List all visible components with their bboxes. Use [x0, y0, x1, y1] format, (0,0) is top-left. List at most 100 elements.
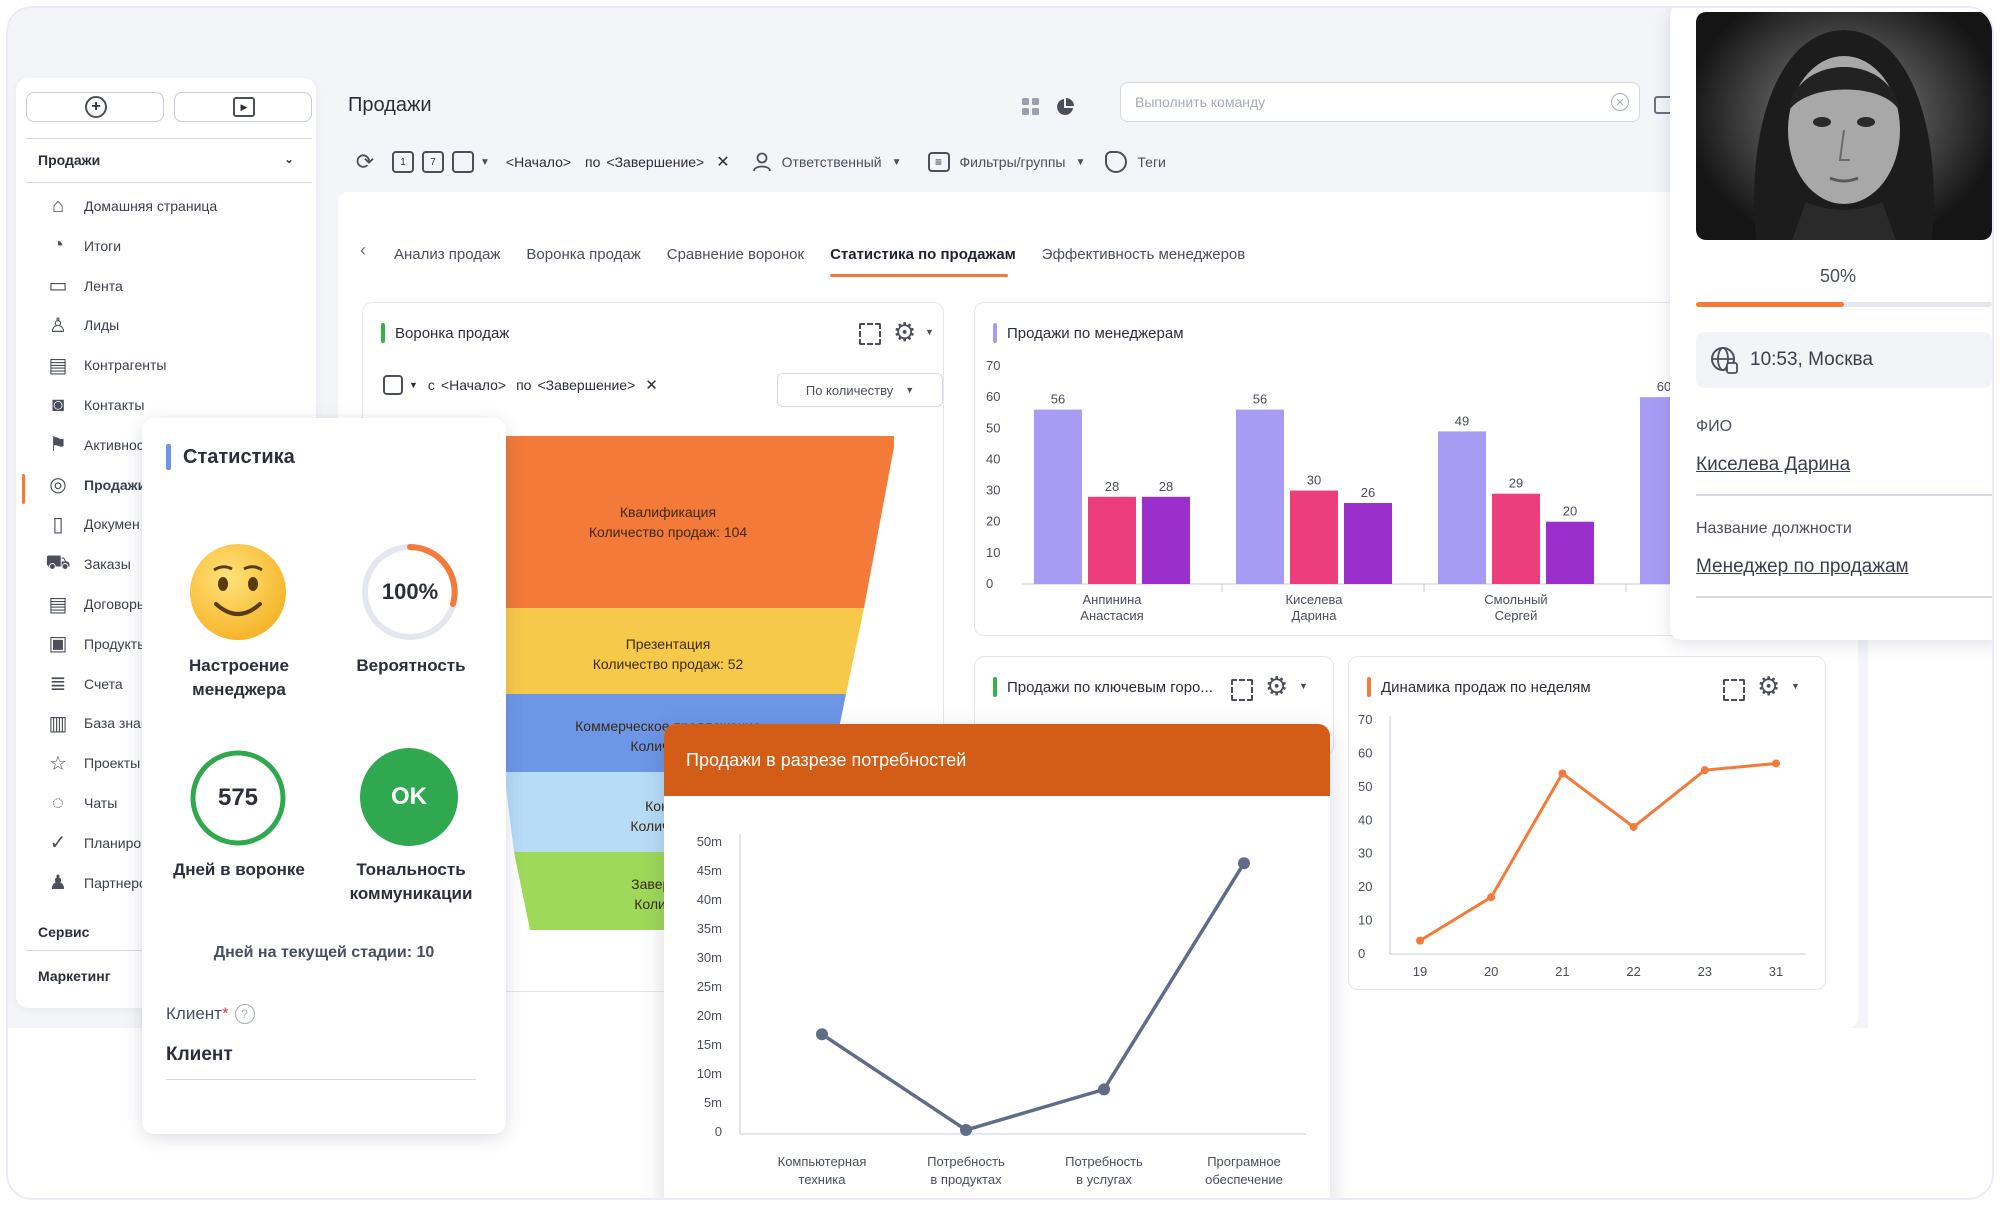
- tab-funnel-compare[interactable]: Сравнение воронок: [666, 246, 805, 263]
- sidebar-group-service[interactable]: Сервис: [38, 924, 90, 940]
- responsible-filter[interactable]: Ответственный: [781, 154, 882, 170]
- tab-sales-funnel[interactable]: Воронка продаж: [526, 246, 641, 263]
- sidebar-item-17[interactable]: ♟ Партнерс: [46, 867, 146, 899]
- sidebar-item-5[interactable]: ◙ Контакты: [46, 389, 145, 421]
- tags-button[interactable]: Теги: [1137, 154, 1166, 170]
- chats-icon: ◌: [52, 791, 64, 814]
- bar: [1034, 409, 1082, 584]
- calendar-dropdown-icon[interactable]: ▼: [409, 380, 418, 390]
- tab-sales-analysis[interactable]: Анализ продаж: [394, 246, 501, 263]
- y-tick-label: 20m: [697, 1008, 722, 1023]
- sidebar-item-1[interactable]: ◔ Итоги: [46, 230, 121, 262]
- help-icon[interactable]: ?: [234, 1004, 255, 1024]
- bar-value-label: 26: [1361, 485, 1375, 500]
- calendar-week-icon[interactable]: 7: [422, 151, 444, 173]
- y-tick-label: 40: [986, 451, 1000, 466]
- client-field[interactable]: Клиент: [166, 1044, 476, 1080]
- clear-filter-icon[interactable]: ✕: [645, 377, 658, 394]
- y-tick-label: 45m: [697, 863, 722, 878]
- sidebar-item-8[interactable]: ▯ Докумен: [46, 508, 140, 540]
- command-input[interactable]: Выполнить команду ✕: [1120, 82, 1640, 122]
- sidebar-item-11[interactable]: ▣ Продукть: [46, 628, 145, 660]
- sidebar-item-label: Партнерс: [84, 874, 147, 891]
- expand-icon[interactable]: [1231, 679, 1253, 701]
- sidebar-item-6[interactable]: ⚑ Активнос: [46, 429, 144, 461]
- filters-button[interactable]: Фильтры/группы: [959, 154, 1066, 170]
- sidebar-item-12[interactable]: ≣ Счета: [46, 668, 123, 700]
- funnel-stage-qualification[interactable]: [494, 436, 894, 608]
- sidebar-item-14[interactable]: ☆ Проекты: [46, 747, 140, 779]
- mode-select[interactable]: По количеству ▼: [777, 373, 943, 407]
- settings-dropdown-icon[interactable]: ▼: [1791, 681, 1800, 691]
- settings-dropdown-icon[interactable]: ▼: [1299, 681, 1308, 691]
- chat-bubble-icon: ▭: [48, 275, 68, 298]
- tab-sales-stats[interactable]: Статистика по продажам: [830, 246, 1016, 263]
- y-tick-label: 0: [986, 576, 993, 591]
- y-tick-label: 70: [1358, 712, 1372, 727]
- date-from[interactable]: <Начало>: [505, 154, 572, 170]
- sidebar-group-marketing[interactable]: Маркетинг: [38, 968, 111, 984]
- y-tick-label: 5m: [704, 1095, 722, 1110]
- y-tick-label: 40: [1358, 812, 1372, 827]
- sidebar-item-2[interactable]: ▭ Лента: [46, 270, 123, 302]
- expand-icon[interactable]: [1723, 679, 1745, 701]
- fio-value[interactable]: Киселева Дарина: [1696, 454, 1851, 475]
- tab-manager-efficiency[interactable]: Эффективность менеджеров: [1041, 246, 1246, 263]
- play-button[interactable]: ▶: [174, 92, 312, 122]
- sidebar-item-9[interactable]: ⛟ Заказы: [45, 548, 130, 580]
- bar: [1438, 431, 1486, 584]
- sidebar-item-label: Контрагенты: [84, 357, 167, 374]
- expand-icon[interactable]: [859, 323, 881, 345]
- add-button[interactable]: +: [26, 92, 164, 122]
- funnel-panel-title-row: Воронка продаж: [381, 323, 509, 343]
- settings-gear-icon[interactable]: ⚙: [1265, 671, 1289, 701]
- sidebar-section-sales[interactable]: Продажи ⌄: [38, 152, 308, 168]
- calendar-icon[interactable]: [383, 375, 403, 395]
- sidebar-item-label: Планиров: [84, 834, 149, 851]
- data-point: [1558, 769, 1567, 778]
- clear-dates-icon[interactable]: ✕: [716, 154, 730, 171]
- filter-from-prefix: с: [427, 377, 435, 393]
- bar: [1088, 496, 1136, 584]
- sidebar-item-13[interactable]: ▥ База знан: [46, 707, 149, 739]
- settings-gear-icon[interactable]: ⚙: [1757, 671, 1781, 701]
- date-to[interactable]: <Завершение>: [606, 154, 705, 170]
- sidebar-item-label: Докумен: [84, 516, 140, 533]
- calendar-day-icon[interactable]: 1: [392, 151, 414, 173]
- sidebar-item-15[interactable]: ◌ Чаты: [46, 787, 117, 819]
- y-tick-label: 40m: [697, 892, 722, 907]
- bar-value-label: 60: [1657, 379, 1671, 394]
- data-point: [1629, 822, 1638, 831]
- view-switch-grid-icon[interactable]: [1020, 96, 1042, 118]
- data-point: [1772, 759, 1780, 768]
- x-tick-label: Дарина: [1292, 608, 1338, 623]
- position-value[interactable]: Менеджер по продажам: [1696, 556, 1909, 577]
- mode-dropdown-icon: ▼: [905, 385, 915, 395]
- tabs-back-icon[interactable]: ‹: [360, 240, 366, 260]
- sidebar-item-7[interactable]: ◎ Продажи: [46, 469, 146, 501]
- filter-to[interactable]: <Завершение>: [537, 377, 636, 393]
- settings-dropdown-icon[interactable]: ▼: [925, 327, 934, 337]
- sidebar-item-3[interactable]: ♙ Лиды: [46, 309, 119, 341]
- settings-gear-icon[interactable]: ⚙: [893, 317, 917, 347]
- sidebar-item-0[interactable]: ⌂ Домашняя страница: [46, 190, 217, 222]
- calendar-dropdown-icon[interactable]: ▼: [480, 156, 490, 168]
- tag-icon: [1105, 151, 1128, 173]
- refresh-icon[interactable]: ⟳: [355, 149, 375, 174]
- sidebar-item-4[interactable]: ▤ Контрагенты: [46, 349, 167, 381]
- probability-ring: [362, 544, 458, 640]
- weekly-panel-title: Динамика продаж по неделям: [1381, 678, 1591, 696]
- sidebar-item-label: Домашняя страница: [84, 198, 218, 214]
- filter-from[interactable]: <Начало>: [440, 377, 507, 393]
- progress-fill: [1696, 302, 1844, 307]
- clear-icon[interactable]: ✕: [1611, 93, 1629, 111]
- filters-dropdown-icon[interactable]: ▼: [1075, 156, 1086, 168]
- funnel-stage-presentation[interactable]: [494, 608, 864, 694]
- y-tick-label: 25m: [697, 979, 722, 994]
- sidebar-item-16[interactable]: ✓ Планиров: [46, 827, 149, 859]
- view-switch-chart-icon[interactable]: [1054, 96, 1076, 118]
- responsible-dropdown-icon[interactable]: ▼: [891, 156, 902, 168]
- calendar-month-icon[interactable]: [452, 151, 474, 173]
- x-tick-label: 20: [1484, 964, 1498, 979]
- sidebar-item-10[interactable]: ▤ Договоры: [46, 588, 147, 620]
